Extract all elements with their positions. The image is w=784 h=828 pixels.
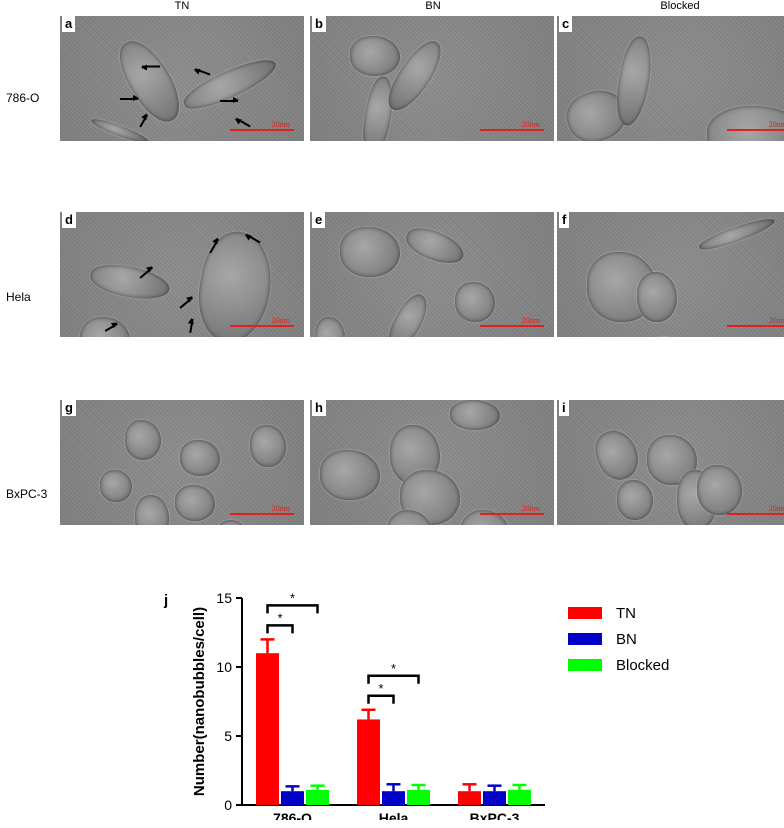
- panel-letter: c: [559, 16, 573, 32]
- panel-letter: g: [62, 400, 76, 416]
- scale-label: 20nm: [521, 504, 540, 513]
- significance-star: *: [378, 681, 383, 696]
- x-tick-label: Hela: [379, 810, 409, 820]
- bar-tn-0: [256, 653, 279, 805]
- bar-bn-1: [382, 791, 405, 805]
- row-label-hela: Hela: [6, 290, 31, 304]
- panel-letter: a: [62, 16, 76, 32]
- bar-chart: j 0 5 10 15 Number(nanobubbles/cell) 786-O Hela…: [163, 590, 545, 820]
- micrograph-panel-h: h 20nm: [310, 400, 554, 525]
- bar-blocked-0: [306, 789, 329, 805]
- significance-bracket: [367, 674, 420, 684]
- scale-bar: [727, 513, 784, 515]
- significance-star: *: [391, 661, 396, 676]
- row-label-786o: 786-O: [6, 91, 40, 105]
- significance-star: *: [277, 610, 282, 625]
- y-tick-label: 10: [216, 659, 232, 675]
- scale-label: 20nm: [768, 120, 784, 129]
- x-tick-label: BxPC-3: [470, 810, 520, 820]
- micrograph-panel-a: a 20nm: [60, 16, 304, 141]
- scale-bar: [480, 129, 544, 131]
- row-label-bxpc3: BxPC-3: [6, 487, 48, 501]
- y-tick-label: 0: [224, 797, 232, 813]
- y-tick-label: 5: [224, 728, 232, 744]
- micrograph-panel-e: e 20nm: [310, 212, 554, 337]
- panel-letter: e: [312, 212, 326, 228]
- significance-bracket: [367, 694, 395, 704]
- scale-bar: [480, 513, 544, 515]
- chart-legend: TN BN Blocked: [568, 600, 669, 678]
- panel-letter: f: [559, 212, 570, 228]
- micrograph-panel-b: b 20nm: [310, 16, 554, 141]
- bar-tn-2: [458, 791, 481, 805]
- legend-label-blocked: Blocked: [616, 656, 670, 674]
- scale-bar: [230, 325, 294, 327]
- scale-bar: [727, 325, 784, 327]
- scale-label: 20nm: [271, 120, 290, 129]
- scale-label: 20nm: [521, 316, 540, 325]
- column-header-tn: TN: [174, 0, 190, 12]
- legend-item-blocked: Blocked: [568, 652, 669, 678]
- micrograph-panel-c: c 20nm: [557, 16, 784, 141]
- scale-label: 20nm: [271, 316, 290, 325]
- chart-panel-letter: j: [163, 592, 168, 609]
- bar-tn-1: [357, 719, 380, 805]
- y-axis-label: Number(nanobubbles/cell): [191, 607, 208, 796]
- scale-label: 20nm: [521, 120, 540, 129]
- scale-bar: [727, 129, 784, 131]
- legend-item-tn: TN: [568, 600, 669, 626]
- micrograph-panel-g: g 20nm: [60, 400, 304, 525]
- legend-label-bn: BN: [616, 630, 637, 648]
- micrograph-panel-f: f 20nm: [557, 212, 784, 337]
- legend-swatch-tn: [568, 607, 602, 619]
- significance-bracket: [266, 604, 319, 614]
- legend-swatch-blocked: [568, 659, 602, 671]
- scale-bar: [480, 325, 544, 327]
- scale-label: 20nm: [768, 504, 784, 513]
- panel-letter: h: [312, 400, 326, 416]
- panel-letter: d: [62, 212, 76, 228]
- legend-item-bn: BN: [568, 626, 669, 652]
- scale-bar: [230, 513, 294, 515]
- bar-blocked-1: [407, 789, 430, 805]
- scale-label: 20nm: [768, 316, 784, 325]
- x-tick-label: 786-O: [273, 810, 312, 820]
- significance-star: *: [290, 590, 295, 605]
- panel-letter: b: [312, 16, 326, 32]
- y-tick-label: 15: [216, 590, 232, 606]
- micrograph-panel-d: d 20nm: [60, 212, 304, 337]
- bar-blocked-2: [508, 789, 531, 805]
- legend-label-tn: TN: [616, 604, 636, 622]
- column-header-blocked: Blocked: [660, 0, 700, 12]
- significance-bracket: [266, 624, 294, 634]
- scale-label: 20nm: [271, 504, 290, 513]
- bar-bn-2: [483, 791, 506, 805]
- micrograph-panel-i: i 20nm: [557, 400, 784, 525]
- legend-swatch-bn: [568, 633, 602, 645]
- bar-bn-0: [281, 791, 304, 805]
- column-header-bn: BN: [425, 0, 441, 12]
- scale-bar: [230, 129, 294, 131]
- panel-letter: i: [559, 400, 569, 416]
